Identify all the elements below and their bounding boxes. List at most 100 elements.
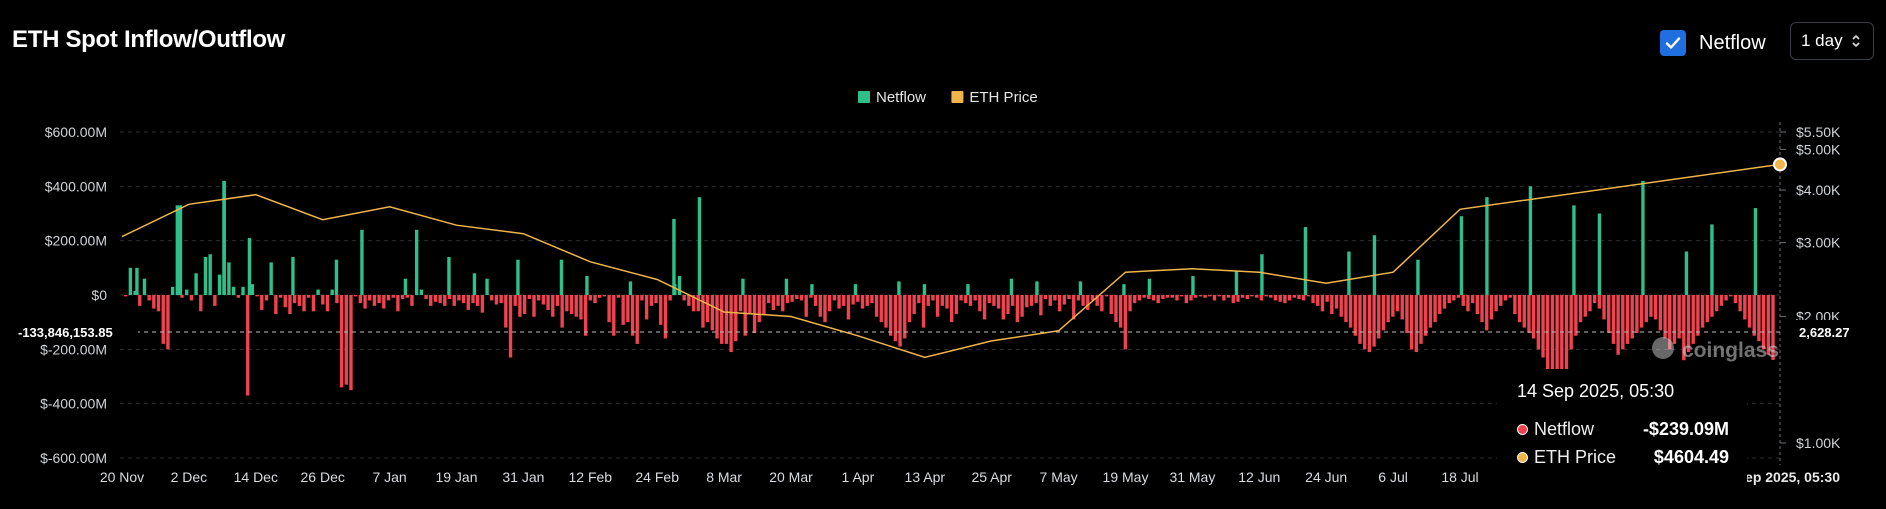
netflow-bar [480, 295, 485, 313]
netflow-bar [874, 295, 879, 317]
netflow-bar [827, 295, 832, 312]
netflow-bar [705, 295, 710, 323]
netflow-bar [1344, 295, 1348, 323]
netflow-bar [1494, 295, 1498, 312]
netflow-bar [795, 295, 799, 300]
netflow-bar [813, 295, 818, 306]
netflow-bar [1461, 295, 1465, 306]
netflow-bar [368, 295, 372, 301]
netflow-bar [1122, 284, 1126, 295]
netflow-bar [199, 295, 203, 312]
netflow-bar [1259, 295, 1264, 301]
left-tick-label: $400.00M [45, 178, 107, 194]
netflow-bar [1424, 295, 1428, 336]
left-tick-label: $-600.00M [40, 450, 107, 466]
netflow-bar [494, 295, 499, 305]
netflow-bar [499, 295, 503, 304]
netflow-bar [1531, 295, 1536, 339]
netflow-bar [396, 295, 400, 312]
netflow-bar [1330, 295, 1334, 315]
netflow-bar [1466, 295, 1470, 312]
netflow-bar [1489, 295, 1494, 320]
netflow-bar [278, 295, 283, 298]
netflow-bar [935, 295, 940, 317]
netflow-bar [1572, 205, 1576, 295]
right-tick-label: $5.00K [1796, 141, 1841, 157]
legend-label: Netflow [876, 89, 926, 106]
netflow-bar [1517, 295, 1522, 323]
netflow-bar [996, 295, 1001, 309]
netflow-bar [466, 295, 470, 310]
x-tick-label: 14 Sep 2025, 05:30 [1716, 469, 1840, 485]
netflow-bar [1226, 295, 1231, 298]
netflow-bar [152, 295, 156, 309]
netflow-bar [1574, 295, 1578, 336]
netflow-bar [1057, 295, 1062, 312]
netflow-bar [1156, 295, 1160, 304]
netflow-bar [1273, 295, 1278, 301]
netflow-bar [1607, 295, 1611, 334]
netflow-bar [1358, 295, 1362, 344]
netflow-bar [1771, 295, 1775, 360]
netflow-bar [1147, 278, 1152, 295]
netflow-bar [1264, 295, 1268, 297]
price-line [121, 157, 1787, 359]
netflow-toggle[interactable]: Netflow [1660, 28, 1766, 58]
netflow-bar [1405, 295, 1409, 334]
netflow-dot-icon [1517, 424, 1528, 435]
netflow-bar [382, 295, 386, 309]
netflow-bar [1191, 275, 1195, 295]
tooltip-row-price: ETH Price $4604.49 [1517, 447, 1729, 468]
crosshair-left-bg [10, 320, 138, 344]
netflow-bar [321, 295, 325, 305]
netflow-checkbox[interactable] [1660, 30, 1686, 56]
netflow-bar [175, 205, 180, 295]
netflow-bar [1212, 295, 1217, 301]
netflow-bar [888, 295, 893, 336]
netflow-bar [227, 262, 231, 295]
netflow-bar [1433, 295, 1437, 323]
x-tick-label: 14 Dec [234, 469, 278, 485]
netflow-bar [1672, 295, 1677, 344]
netflow-bar [574, 295, 578, 317]
x-tick-label: 7 May [1040, 469, 1078, 485]
netflow-bar [180, 295, 184, 298]
netflow-bar [748, 295, 752, 315]
netflow-bar [1053, 295, 1057, 301]
range-select[interactable]: 1 day [1790, 22, 1874, 60]
netflow-bar [1147, 295, 1151, 300]
netflow-bar [912, 295, 916, 315]
netflow-bar [1306, 295, 1311, 297]
netflow-bar [978, 295, 982, 312]
right-tick-label: $1.00K [1796, 435, 1841, 451]
netflow-bar [1414, 295, 1419, 353]
netflow-bar [1009, 278, 1014, 295]
page-title: ETH Spot Inflow/Outflow [12, 26, 286, 53]
netflow-bar [194, 273, 198, 295]
tooltip-label: Netflow [1534, 419, 1595, 439]
netflow-bar [236, 295, 241, 298]
netflow-bar [1639, 295, 1644, 328]
netflow-bar [1133, 295, 1137, 304]
netflow-bar [1015, 295, 1020, 323]
netflow-bar [1217, 295, 1221, 297]
netflow-bar [931, 295, 935, 301]
netflow-bar [799, 295, 804, 301]
netflow-bar [1292, 295, 1296, 298]
netflow-bar [471, 295, 475, 304]
netflow-bar [1682, 295, 1686, 361]
left-tick-label: $-400.00M [40, 396, 107, 412]
netflow-bar [1528, 186, 1533, 295]
netflow-bar [124, 295, 128, 297]
netflow-bar [1001, 295, 1006, 320]
netflow-bar [1222, 295, 1226, 301]
netflow-bar [743, 295, 747, 336]
netflow-bar [443, 295, 447, 306]
netflow-bar [241, 286, 245, 295]
x-tick-label: 1 Apr [842, 469, 875, 485]
netflow-bar [334, 259, 339, 295]
netflow-bar [992, 295, 996, 306]
netflow-bar [1367, 295, 1372, 353]
netflow-bar [1086, 295, 1090, 310]
netflow-bar [128, 267, 133, 295]
